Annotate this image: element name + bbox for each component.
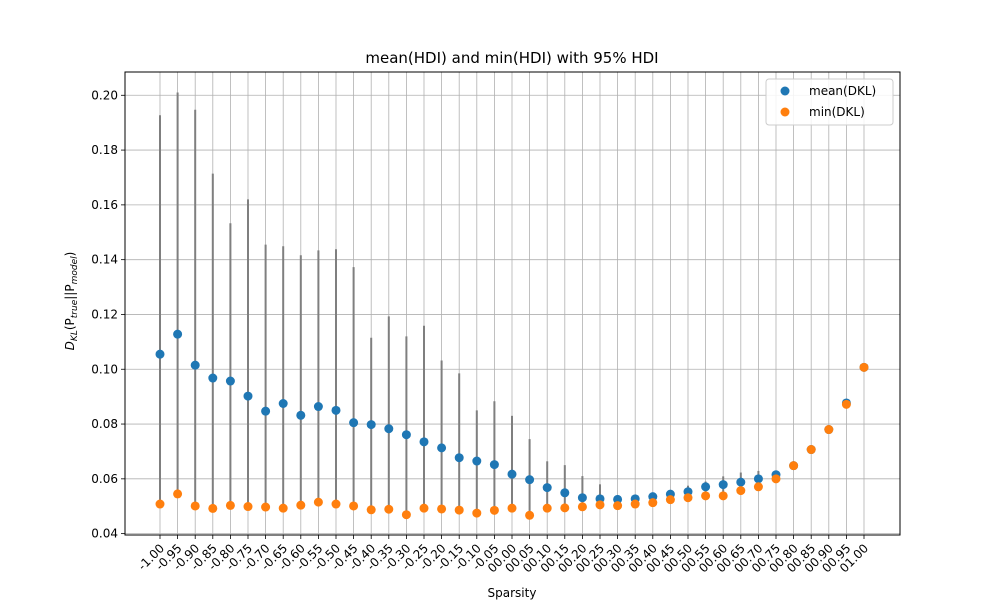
min-dkl-point [789,461,799,471]
y-label-mid: ||P [63,284,77,299]
y-tick-label: 0.10 [91,362,118,376]
x-axis-label: Sparsity [488,586,537,600]
min-dkl-point [401,510,411,520]
mean-dkl-point [401,430,411,440]
min-dkl-point [507,503,517,513]
min-dkl-point [437,504,447,514]
mean-dkl-point [349,418,359,428]
mean-dkl-point [296,410,306,420]
min-dkl-point [419,503,429,513]
mean-dkl-point [437,443,447,453]
mean-dkl-point [225,376,235,386]
mean-dkl-point [190,360,200,370]
legend-label: mean(DKL) [809,84,876,98]
min-dkl-point [648,498,658,508]
mean-dkl-point [542,483,552,493]
mean-dkl-point [366,420,376,430]
mean-dkl-point [560,488,570,498]
min-dkl-point [384,504,394,514]
min-dkl-point [630,499,640,509]
min-dkl-point [859,362,869,372]
y-tick-label: 0.08 [91,417,118,431]
mean-dkl-point [472,456,482,466]
min-dkl-point [454,505,464,515]
mean-dkl-point [753,474,763,484]
min-dkl-point [595,500,605,510]
y-axis-label: DKL(Ptrue||Pmodel) [63,252,80,351]
mean-dkl-point [507,469,517,479]
y-tick-label: 0.12 [91,307,118,321]
min-dkl-point [824,425,834,435]
mean-dkl-point [384,424,394,434]
min-dkl-point [665,495,675,505]
mean-dkl-point [613,494,623,504]
min-dkl-point [296,500,306,510]
legend: mean(DKL) min(DKL) [765,78,894,126]
legend-label: min(DKL) [809,105,865,119]
mean-dkl-point [736,477,746,487]
legend-marker [780,86,790,96]
y-tick-label: 0.18 [91,143,118,157]
mean-dkl-point [243,391,253,401]
min-dkl-point [313,497,323,507]
mean-dkl-point [454,453,464,463]
mean-dkl-point [577,493,587,503]
min-dkl-point [753,482,763,492]
mean-dkl-point [718,480,728,490]
mean-dkl-point [313,402,323,412]
mean-dkl-point [331,405,341,415]
min-dkl-point [489,505,499,515]
min-dkl-point [243,502,253,512]
min-dkl-point [542,503,552,513]
min-dkl-point [366,505,376,515]
mean-dkl-point [701,482,711,492]
min-dkl-point [613,501,623,511]
mean-dkl-point [155,349,165,359]
y-label-sub2: true [70,299,80,318]
legend-box [765,78,894,126]
min-dkl-point [349,501,359,511]
y-label-sub1: KL [70,330,80,341]
y-tick-label: 0.06 [91,472,118,486]
min-dkl-point [155,499,165,509]
y-label-main: D [63,341,77,350]
min-dkl-point [718,491,728,501]
min-dkl-point [771,474,781,484]
mean-dkl-point [419,437,429,447]
min-dkl-point [525,510,535,520]
min-dkl-point [472,508,482,518]
min-dkl-point [261,502,271,512]
min-dkl-point [841,399,851,409]
min-dkl-point [331,499,341,509]
mean-dkl-point [278,398,288,408]
min-dkl-point [806,445,816,455]
min-dkl-point [173,489,183,499]
mean-dkl-point [208,373,218,383]
min-dkl-point [190,501,200,511]
mean-dkl-point [261,406,271,416]
axes-frame [124,71,901,536]
mean-dkl-point [173,329,183,339]
min-dkl-point [560,503,570,513]
min-dkl-point [278,503,288,513]
y-label-sub3: model [70,256,80,285]
y-tick-label: 0.20 [91,88,118,102]
legend-marker [780,107,790,117]
chart-title: mean(HDI) and min(HDI) with 95% HDI [365,49,658,67]
y-tick-label: 0.14 [91,253,118,267]
min-dkl-point [736,486,746,496]
mean-dkl-point [489,460,499,470]
min-dkl-point [208,503,218,513]
min-dkl-point [577,502,587,512]
min-dkl-point [701,491,711,501]
mean-dkl-point [525,475,535,485]
min-dkl-point [683,493,693,503]
y-label-close: ) [63,252,77,257]
y-label-open: (P [63,318,77,330]
min-dkl-point [225,500,235,510]
y-tick-label: 0.04 [91,527,118,541]
y-tick-label: 0.16 [91,198,118,212]
